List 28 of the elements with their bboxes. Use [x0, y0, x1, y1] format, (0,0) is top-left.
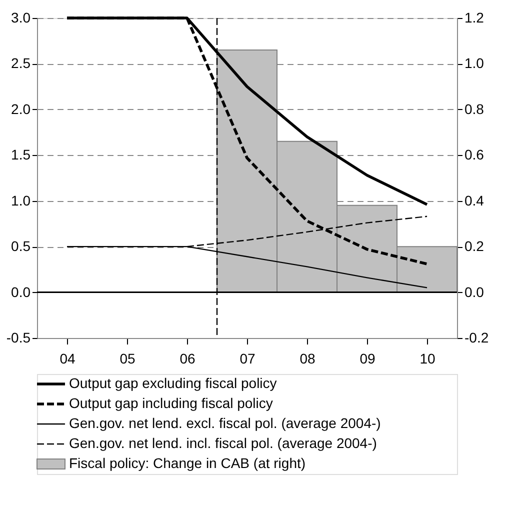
x-tick-label: 04	[60, 350, 76, 366]
y-tick-label: 1.0	[11, 192, 31, 208]
legend-label: Gen.gov. net lend. excl. fiscal pol. (average 2004-)	[69, 415, 381, 431]
y2-tick-label: 1.0	[464, 55, 484, 72]
y2-tick-label: 1.2	[464, 10, 484, 26]
y2-tick-label: 0.6	[464, 146, 484, 163]
x-tick-label: 05	[120, 350, 136, 366]
y2-tick-label: 0.8	[464, 100, 484, 117]
x-tick-label: 07	[240, 350, 256, 366]
legend-label: Gen.gov. net lend. incl. fiscal pol. (average 2004-)	[69, 435, 377, 451]
y2-tick-label: -0.2	[464, 330, 489, 346]
legend-label: Output gap excluding fiscal policy	[69, 375, 277, 391]
y2-tick-label: 0.2	[464, 238, 484, 254]
y2-tick-label: 0.4	[464, 192, 484, 208]
y-tick-label: 0.5	[11, 238, 31, 254]
x-tick-label: 08	[300, 350, 316, 366]
x-tick-label: 10	[420, 350, 436, 366]
x-tick-label: 06	[180, 350, 196, 366]
y-tick-label: 2.5	[11, 55, 31, 72]
y-tick-label: 1.5	[11, 146, 31, 163]
legend-label: Output gap including fiscal policy	[69, 395, 273, 411]
y-tick-label: 3.0	[11, 10, 31, 26]
y-tick-label: -0.5	[6, 330, 31, 346]
x-tick-label: 09	[360, 350, 376, 366]
legend-label: Fiscal policy: Change in CAB (at right)	[69, 455, 306, 471]
y-tick-label: 2.0	[11, 100, 31, 117]
y2-tick-label: 0.0	[464, 284, 484, 300]
y-tick-label: 0.0	[11, 284, 31, 300]
